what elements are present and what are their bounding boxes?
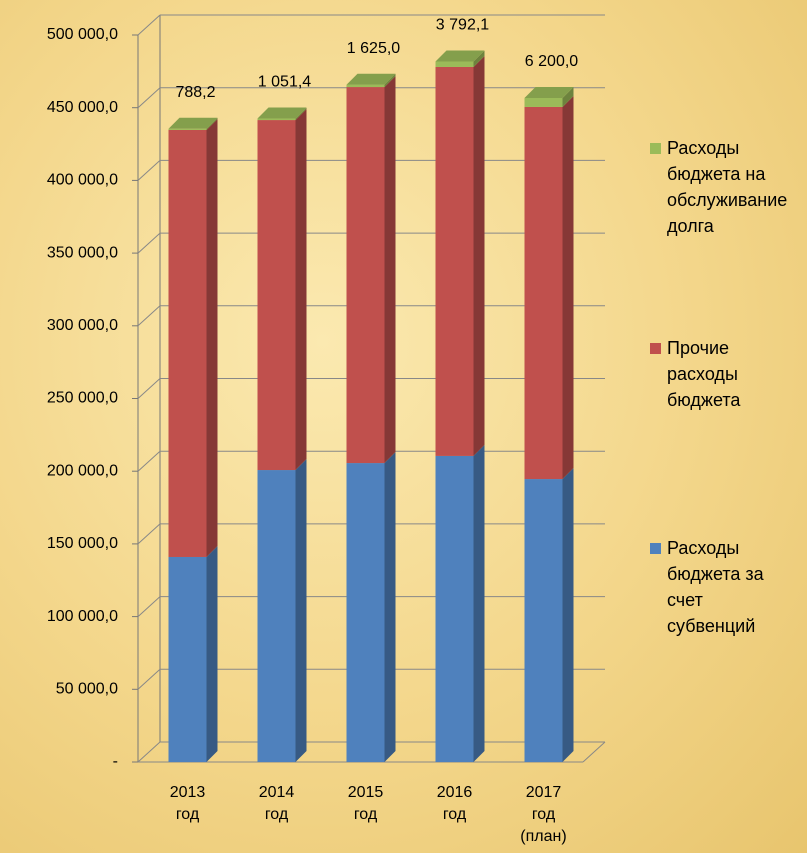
bar-segment	[257, 107, 307, 121]
legend-label: Расходы бюджета за счет субвенций	[667, 538, 764, 636]
data-label: 6 200,0	[525, 53, 578, 70]
bar-side	[295, 107, 307, 121]
grid-line	[137, 378, 161, 399]
bar-side	[473, 444, 485, 762]
y-tick-label: 400 000,0	[47, 172, 118, 189]
bar-side	[562, 95, 574, 480]
x-tick-label: 2013 год	[169, 784, 206, 823]
x-tick-label: 2017 год (план)	[520, 784, 567, 845]
y-tick-label: 100 000,0	[47, 608, 118, 625]
bar-side	[206, 545, 218, 762]
bar-front	[257, 120, 296, 471]
bar-top	[257, 107, 307, 119]
y-tick-label: 200 000,0	[47, 462, 118, 479]
data-label: 3 792,1	[436, 17, 489, 34]
grid-line	[137, 87, 161, 109]
bar-segment	[346, 76, 396, 464]
bar-segment	[524, 86, 574, 107]
legend-swatch	[650, 143, 661, 154]
bar-segment	[346, 73, 396, 88]
bar-top	[346, 73, 396, 85]
bar-side	[562, 468, 574, 762]
bar-segment	[257, 459, 307, 762]
bar-front	[168, 128, 207, 130]
grid-line	[137, 450, 161, 472]
data-label: 788,2	[175, 84, 215, 101]
y-tick-label: 50 000,0	[56, 681, 118, 698]
grid-line	[137, 232, 161, 254]
bar-side	[473, 50, 485, 67]
floor-line	[582, 741, 606, 763]
bar-front	[435, 61, 474, 67]
bar-front	[435, 455, 474, 762]
bar-front	[524, 479, 563, 762]
bar-segment	[524, 95, 574, 480]
grid-line	[137, 741, 161, 763]
bar-front	[168, 129, 207, 557]
x-tick-label: 2014 год	[258, 784, 295, 823]
legend-label: Расходы бюджета на обслуживание долга	[667, 138, 788, 236]
grid-line	[137, 305, 161, 327]
bar-side	[206, 117, 218, 130]
data-label: 1 625,0	[347, 40, 400, 57]
bar-front	[257, 118, 296, 121]
bar-front	[346, 463, 385, 762]
bar-side	[562, 86, 574, 107]
bar-segment	[435, 444, 485, 762]
bar-side	[384, 73, 396, 88]
legend-swatch	[650, 543, 661, 554]
y-tick-label: 150 000,0	[47, 535, 118, 552]
y-tick-label: 450 000,0	[47, 99, 118, 116]
y-tick-label: 300 000,0	[47, 317, 118, 334]
bar-top	[435, 50, 485, 62]
y-tick-label: 500 000,0	[47, 26, 118, 43]
bar-front	[168, 556, 207, 762]
x-tick-label: 2016 год	[436, 784, 473, 823]
data-label: 1 051,4	[258, 74, 311, 91]
y-tick-label: -	[113, 753, 118, 770]
bar-side	[384, 452, 396, 762]
bar-front	[524, 97, 563, 107]
grid-line	[137, 14, 161, 36]
y-tick-label: 250 000,0	[47, 390, 118, 407]
grid-line	[137, 523, 161, 545]
bar-segment	[257, 109, 307, 471]
bar-front	[524, 106, 563, 480]
bar-segment	[168, 118, 218, 557]
bar-front	[435, 66, 474, 456]
bar-segment	[435, 50, 485, 67]
bar-side	[295, 459, 307, 762]
grid-line	[137, 596, 161, 617]
x-tick-label: 2015 год	[347, 784, 384, 823]
bar-top	[168, 117, 218, 129]
bar-segment	[168, 117, 218, 130]
bar-segment	[435, 55, 485, 456]
bar-segment	[168, 545, 218, 762]
bar-side	[295, 109, 307, 471]
legend-label: Прочие расходы бюджета	[667, 338, 741, 410]
y-tick-label: 350 000,0	[47, 244, 118, 261]
bar-segment	[346, 452, 396, 762]
bar-side	[473, 55, 485, 456]
legend-swatch	[650, 343, 661, 354]
bar-side	[206, 118, 218, 557]
grid-line	[137, 668, 161, 690]
bar-top	[524, 86, 574, 98]
bar-front	[257, 470, 296, 762]
grid-line	[137, 160, 161, 181]
bar-segment	[524, 468, 574, 762]
bar-front	[346, 84, 385, 88]
bar-side	[384, 76, 396, 464]
bar-front	[346, 87, 385, 464]
